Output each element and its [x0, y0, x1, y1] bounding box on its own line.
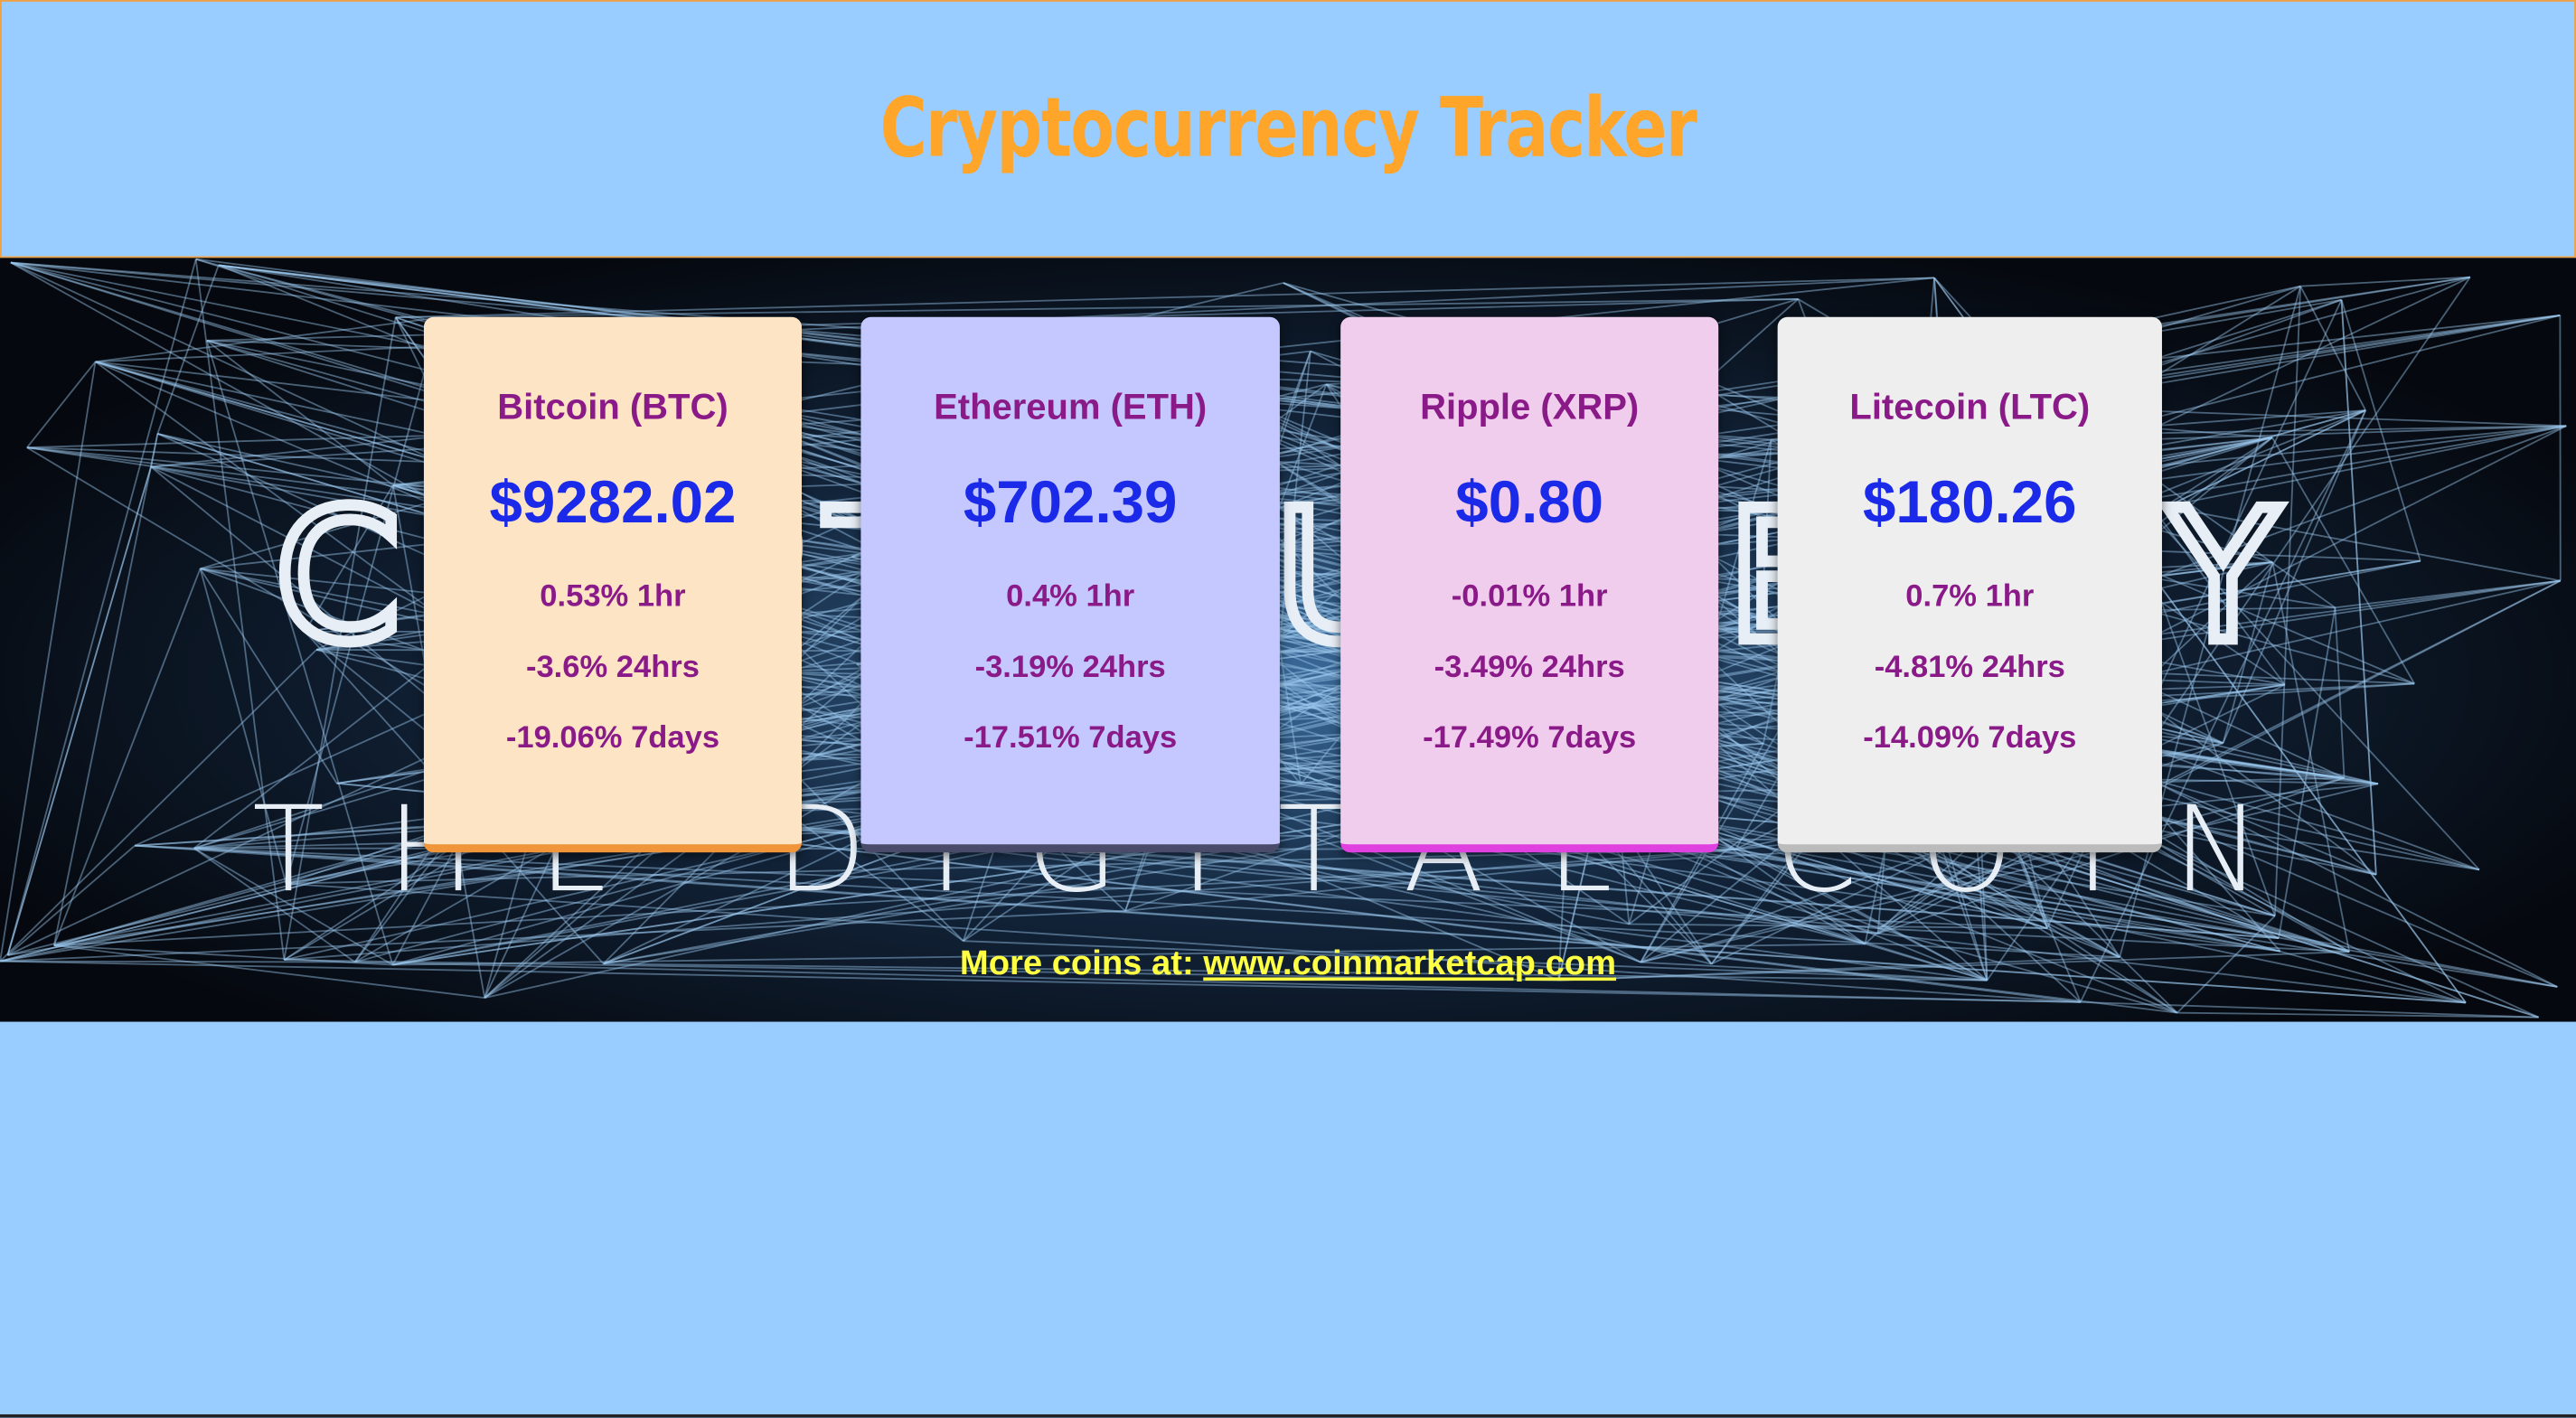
- coin-change: 0.53% 1hr: [424, 580, 802, 616]
- coin-change: -3.49% 24hrs: [1340, 651, 1718, 687]
- coin-change: 0.4% 1hr: [860, 580, 1279, 616]
- banner-text: CRYPTOCURRENCY: [0, 472, 2576, 682]
- coin-change: -4.81% 24hrs: [1778, 651, 2162, 687]
- coin-change: -17.51% 7days: [860, 721, 1279, 757]
- coin-card: Ripple (XRP) $0.80 -0.01% 1hr -3.49% 24hrs -…: [1340, 317, 1718, 853]
- coin-change: -19.06% 7days: [424, 721, 802, 757]
- banner-subtext: THE DIGITAL COIN: [0, 780, 2576, 918]
- coin-name: Ripple (XRP): [1340, 386, 1718, 428]
- footer: More coins at: www.coinmarketcap.com: [0, 944, 2576, 984]
- coin-name: Bitcoin (BTC): [424, 386, 802, 428]
- footer-link[interactable]: www.coinmarketcap.com: [1203, 944, 1616, 982]
- coin-change: -3.6% 24hrs: [424, 651, 802, 687]
- coin-card: Litecoin (LTC) $180.26 0.7% 1hr -4.81% 24hr…: [1778, 317, 2162, 853]
- footer-prefix: More coins at:: [960, 944, 1194, 982]
- bottom-border: [0, 1414, 2576, 1418]
- coin-price: $9282.02: [424, 468, 802, 537]
- coin-change: -17.49% 7days: [1340, 721, 1718, 757]
- network-line: [207, 341, 393, 485]
- coin-name: Litecoin (LTC): [1778, 386, 2162, 428]
- network-line: [27, 362, 96, 447]
- title: Cryptocurrency Tracker: [285, 80, 2291, 175]
- coin-card: Ethereum (ETH) $702.39 0.4% 1hr -3.19% 24hr…: [860, 317, 1279, 853]
- coin-price: $0.80: [1340, 468, 1718, 537]
- coin-price: $702.39: [860, 468, 1279, 537]
- coin-price: $180.26: [1778, 468, 2162, 537]
- coin-change: -14.09% 7days: [1778, 721, 2162, 757]
- coin-change: 0.7% 1hr: [1778, 580, 2162, 616]
- coin-change: -0.01% 1hr: [1340, 580, 1718, 616]
- coin-name: Ethereum (ETH): [860, 386, 1279, 428]
- header: Cryptocurrency Tracker: [0, 0, 2576, 258]
- coin-change: -3.19% 24hrs: [860, 651, 1279, 687]
- banner: CRYPTOCURRENCY THE DIGITAL COIN Bitcoin …: [0, 258, 2576, 1021]
- coin-card: Bitcoin (BTC) $9282.02 0.53% 1hr -3.6% 24hr…: [424, 317, 802, 853]
